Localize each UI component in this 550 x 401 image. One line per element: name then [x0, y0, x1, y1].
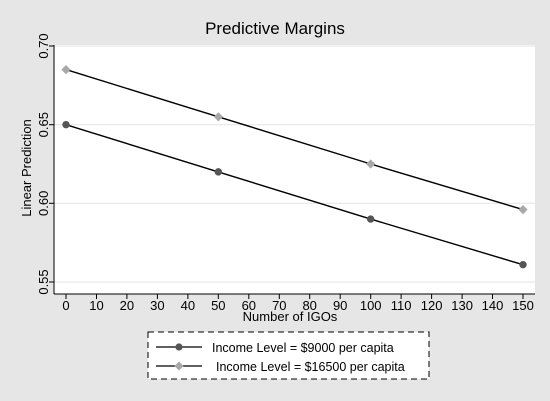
legend-box — [147, 331, 430, 380]
data-point-diamond — [518, 205, 528, 215]
x-tick-label: 20 — [120, 298, 134, 313]
gridlines — [54, 45, 535, 283]
data-point-diamond — [213, 112, 223, 122]
x-tick-label: 150 — [512, 298, 534, 313]
x-tick-label: 100 — [360, 298, 382, 313]
x-tick-label: 30 — [150, 298, 164, 313]
series-line-1 — [65, 68, 524, 211]
data-point-circle — [214, 168, 223, 176]
y-ticks: 0.55 0.60 0.65 0.70 — [36, 33, 54, 295]
y-tick-label: 0.70 — [36, 33, 51, 58]
legend-item-income-16500: Income Level = $16500 per capita — [156, 360, 405, 374]
x-tick-label: 130 — [451, 298, 473, 313]
series-layer — [61, 65, 528, 269]
x-tick-label: 10 — [89, 298, 103, 313]
series-0 — [62, 120, 527, 269]
x-tick-label: 90 — [333, 298, 347, 313]
series-line-0 — [65, 124, 524, 266]
data-point-diamond — [366, 159, 376, 169]
plot-area — [54, 45, 535, 294]
x-tick-label: 40 — [181, 298, 195, 313]
legend-label-income-9000: Income Level = $9000 per capita — [212, 341, 394, 355]
x-tick-label: 60 — [242, 298, 256, 313]
y-axis-label: Linear Prediction — [19, 119, 34, 217]
y-tick-label: 0.60 — [36, 191, 51, 216]
x-tick-label: 70 — [272, 298, 286, 313]
x-tick-label: 110 — [391, 298, 412, 313]
series-1 — [61, 65, 528, 215]
y-tick-label: 0.65 — [36, 112, 51, 137]
x-tick-label: 50 — [211, 298, 225, 313]
x-tick-label: 120 — [421, 298, 443, 313]
x-ticks: 0 10 20 30 40 50 60 70 80 90 100 110 120 130 140 150 — [62, 294, 534, 313]
data-point-circle — [366, 215, 375, 223]
x-tick-label: 140 — [482, 298, 504, 313]
y-tick-label: 0.55 — [36, 269, 51, 294]
x-axis-label: Number of IGOs — [243, 309, 338, 324]
legend-label-income-16500: Income Level = $16500 per capita — [216, 360, 405, 374]
legend: Income Level = $9000 per capita Income L… — [147, 331, 430, 380]
data-point-circle — [62, 120, 70, 129]
legend-marker-circle-icon — [175, 343, 183, 351]
chart-title: Predictive Margins — [205, 19, 345, 38]
data-point-circle — [519, 260, 527, 269]
legend-marker-diamond-icon — [174, 361, 184, 371]
x-tick-label: 0 — [62, 298, 69, 313]
data-point-diamond — [61, 65, 71, 75]
x-tick-label: 80 — [302, 298, 316, 313]
legend-item-income-9000: Income Level = $9000 per capita — [156, 341, 394, 355]
